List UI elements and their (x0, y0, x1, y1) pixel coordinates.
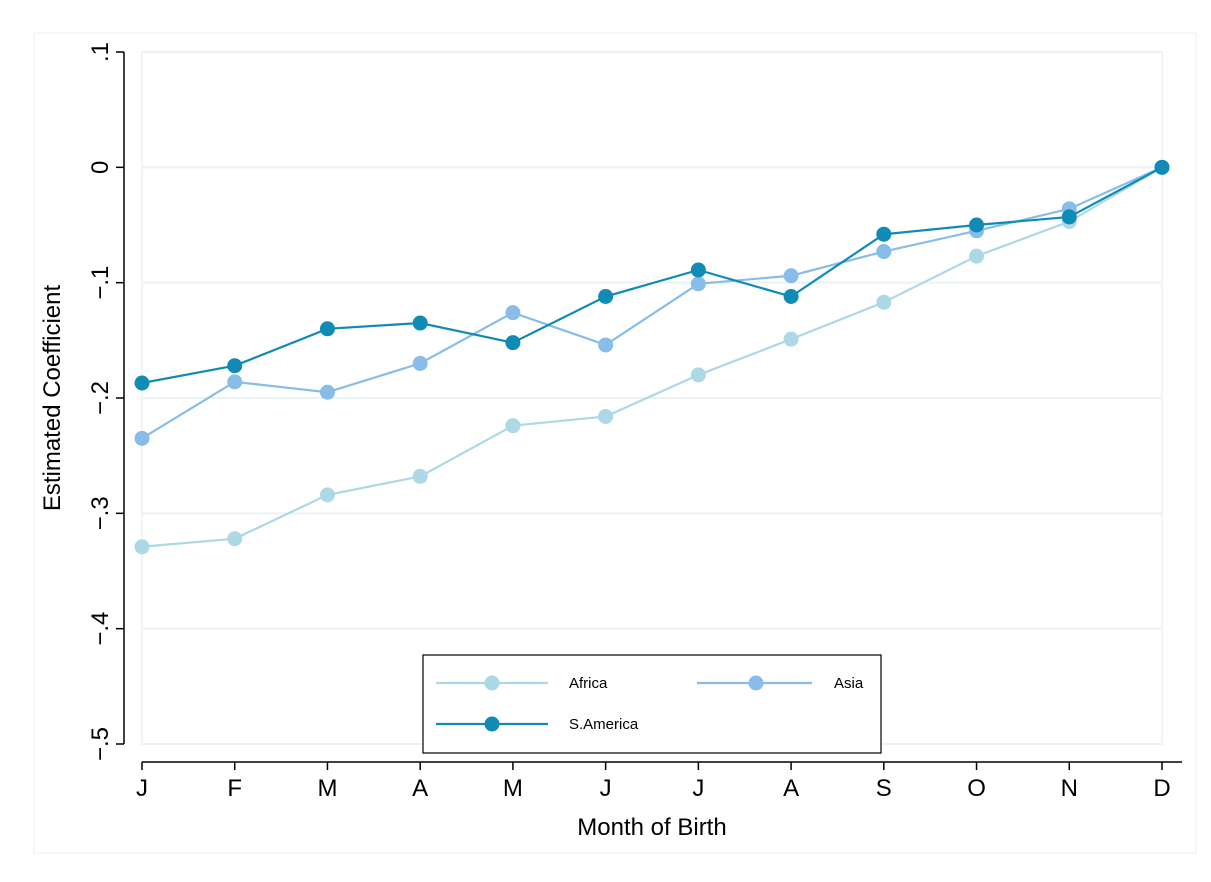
legend-item: Africa (436, 675, 608, 692)
axes: −.5 −.4 −.3 −.2 −.1 0 .1 J F M A M J J A S O N D (87, 42, 1182, 802)
data-point (969, 217, 985, 233)
data-point (783, 289, 799, 305)
data-point (598, 337, 614, 353)
series-s-america (134, 159, 1170, 391)
y-tick-label: −.3 (87, 496, 114, 530)
data-point (876, 226, 892, 242)
x-tick-label: A (412, 775, 428, 802)
data-point (505, 418, 521, 434)
x-tick-label: J (600, 775, 612, 802)
data-point (598, 289, 614, 305)
legend: Africa Asia S.America (422, 654, 882, 754)
data-point (412, 315, 428, 331)
data-point (783, 268, 799, 284)
legend-label: S.America (569, 716, 639, 733)
data-point (876, 244, 892, 260)
data-point (227, 531, 243, 547)
x-tick-label: D (1153, 775, 1170, 802)
x-tick-label: J (692, 775, 704, 802)
data-point (319, 384, 335, 400)
data-point (412, 468, 428, 484)
series-line (141, 166, 1163, 548)
x-tick-label: A (783, 775, 799, 802)
x-axis-title: Month of Birth (577, 814, 726, 841)
data-point (598, 408, 614, 424)
y-tick-label: −.2 (87, 381, 114, 415)
data-point (412, 355, 428, 371)
y-tick-label: −.4 (87, 612, 114, 646)
y-tick-label: −.1 (87, 266, 114, 300)
data-point (227, 358, 243, 374)
data-point (227, 374, 243, 390)
legend-item: S.America (436, 716, 639, 733)
data-point (969, 248, 985, 264)
data-point (1154, 159, 1170, 175)
y-axis-title: Estimated Coefficient (39, 285, 66, 512)
data-point (690, 276, 706, 292)
data-point (134, 539, 150, 555)
x-tick-label: M (503, 775, 523, 802)
y-tick-label: 0 (87, 161, 114, 174)
x-tick-label: O (967, 775, 986, 802)
x-tick-label: J (136, 775, 148, 802)
data-point (690, 262, 706, 278)
x-tick-label: S (876, 775, 892, 802)
x-tick-label: F (227, 775, 242, 802)
y-tick-label: .1 (87, 42, 114, 62)
data-point (319, 321, 335, 337)
data-point (690, 367, 706, 383)
x-tick-label: N (1061, 775, 1078, 802)
legend-swatch-marker (748, 675, 764, 691)
data-point (505, 305, 521, 321)
series-line (141, 166, 1163, 385)
data-point (134, 375, 150, 391)
legend-label: Africa (569, 675, 608, 692)
data-point (319, 487, 335, 503)
y-tick-label: −.5 (87, 727, 114, 761)
legend-swatch-marker (484, 716, 500, 732)
legend-box (422, 654, 882, 754)
data-point (1061, 209, 1077, 225)
series-layer (134, 159, 1170, 555)
data-point (783, 331, 799, 347)
data-point (134, 430, 150, 446)
data-point (505, 335, 521, 351)
legend-swatch-marker (484, 675, 500, 691)
legend-label: Asia (834, 675, 864, 692)
series-asia (134, 159, 1170, 446)
x-tick-label: M (317, 775, 337, 802)
series-africa (134, 159, 1170, 555)
legend-item: Asia (697, 675, 864, 692)
series-line (141, 166, 1163, 440)
data-point (876, 294, 892, 310)
